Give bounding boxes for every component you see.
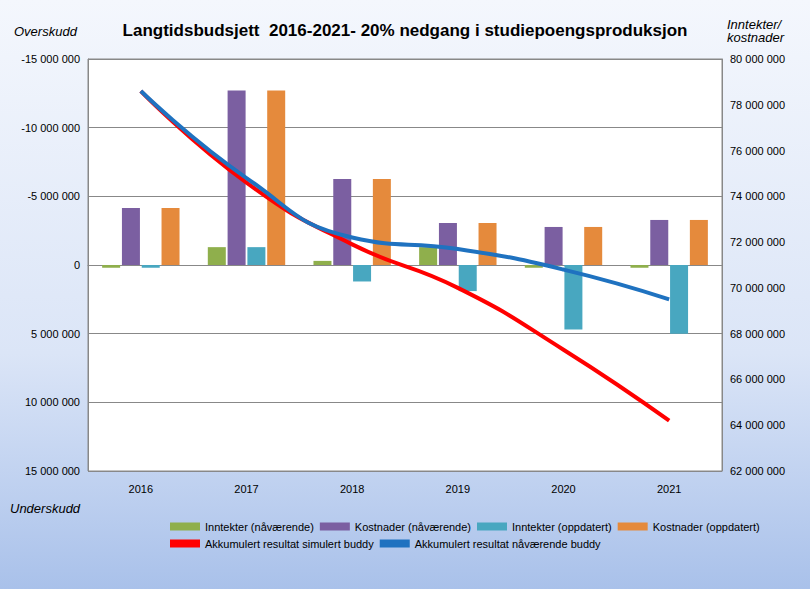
svg-text:Inntekter (oppdatert): Inntekter (oppdatert): [512, 521, 612, 533]
svg-text:68 000 000: 68 000 000: [730, 328, 785, 340]
svg-text:0: 0: [74, 259, 80, 271]
svg-text:64 000 000: 64 000 000: [730, 419, 785, 431]
svg-text:2018: 2018: [340, 483, 364, 495]
svg-text:2017: 2017: [234, 483, 258, 495]
svg-text:5 000 000: 5 000 000: [31, 328, 80, 340]
svg-text:2021: 2021: [657, 483, 681, 495]
svg-text:76 000 000: 76 000 000: [730, 145, 785, 157]
svg-text:74 000 000: 74 000 000: [730, 190, 785, 202]
svg-text:78 000 000: 78 000 000: [730, 99, 785, 111]
svg-text:2016: 2016: [129, 483, 153, 495]
svg-text:Langtidsbudsjett 2016-2021- 2: Langtidsbudsjett 2016-2021- 20% nedgang …: [123, 21, 688, 40]
svg-text:10 000 000: 10 000 000: [25, 396, 80, 408]
svg-text:Kostnader (oppdatert): Kostnader (oppdatert): [653, 521, 760, 533]
svg-text:Inntekter (nåværende): Inntekter (nåværende): [205, 521, 314, 533]
svg-text:62 000 000: 62 000 000: [730, 465, 785, 477]
svg-text:Kostnader (nåværende): Kostnader (nåværende): [355, 521, 471, 533]
svg-text:2020: 2020: [551, 483, 575, 495]
svg-text:72 000 000: 72 000 000: [730, 236, 785, 248]
svg-text:66 000 000: 66 000 000: [730, 373, 785, 385]
svg-text:70 000 000: 70 000 000: [730, 282, 785, 294]
svg-text:kostnader: kostnader: [727, 30, 785, 45]
svg-text:Akkumulert resultat nåværende: Akkumulert resultat nåværende buddy: [415, 538, 601, 550]
svg-text:-5 000 000: -5 000 000: [27, 190, 80, 202]
svg-text:-10 000 000: -10 000 000: [21, 122, 80, 134]
svg-text:Overskudd: Overskudd: [14, 24, 78, 39]
svg-text:Akkumulert resultat simulert b: Akkumulert resultat simulert buddy: [205, 538, 374, 550]
svg-text:80 000 000: 80 000 000: [730, 53, 785, 65]
svg-text:Inntekter/: Inntekter/: [727, 17, 785, 32]
svg-text:15 000 000: 15 000 000: [25, 465, 80, 477]
svg-text:-15 000 000: -15 000 000: [21, 53, 80, 65]
svg-text:2019: 2019: [446, 483, 470, 495]
svg-text:Underskudd: Underskudd: [10, 501, 81, 516]
